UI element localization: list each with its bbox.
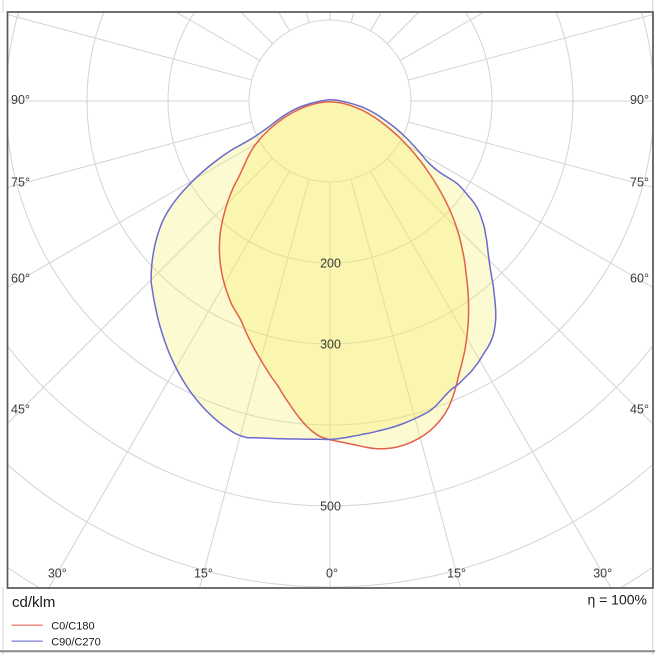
svg-text:15°: 15° xyxy=(447,566,466,580)
svg-text:30°: 30° xyxy=(48,566,67,580)
svg-text:500: 500 xyxy=(320,500,341,514)
svg-text:15°: 15° xyxy=(194,566,213,580)
svg-text:η = 100%: η = 100% xyxy=(587,592,647,608)
svg-text:60°: 60° xyxy=(630,272,649,286)
svg-text:C0/C180: C0/C180 xyxy=(51,621,94,633)
svg-text:cd/klm: cd/klm xyxy=(12,594,55,611)
svg-text:300: 300 xyxy=(320,338,341,352)
svg-text:75°: 75° xyxy=(11,176,30,190)
svg-text:90°: 90° xyxy=(11,93,30,107)
svg-text:200: 200 xyxy=(320,257,341,271)
svg-text:45°: 45° xyxy=(630,402,649,416)
svg-text:45°: 45° xyxy=(11,402,30,416)
svg-text:75°: 75° xyxy=(630,176,649,190)
svg-text:60°: 60° xyxy=(11,272,30,286)
svg-text:30°: 30° xyxy=(593,566,612,580)
svg-text:C90/C270: C90/C270 xyxy=(51,637,101,649)
svg-text:90°: 90° xyxy=(630,93,649,107)
svg-text:0°: 0° xyxy=(326,566,338,580)
